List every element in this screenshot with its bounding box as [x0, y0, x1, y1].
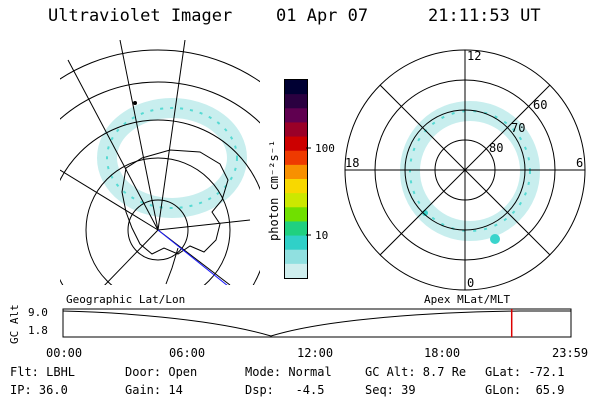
geo-lat-circle — [60, 49, 260, 83]
geo-meridian — [119, 40, 159, 231]
track-yaxis-label: GC Alt — [8, 304, 21, 344]
oval-bright-spot — [490, 234, 500, 244]
mlt-label-12: 12 — [467, 49, 481, 63]
geo-meridian — [104, 229, 159, 285]
apex-polar-plot: 12 18 6 0 60 70 80 — [344, 49, 586, 291]
colorbar-tick-label-10: 10 — [315, 229, 328, 242]
track-frame — [62, 308, 572, 338]
geographic-auroral-image — [60, 40, 260, 285]
info-mode: Mode: Normal — [245, 365, 332, 379]
colorbar-band — [285, 193, 307, 208]
colorbar-band — [285, 249, 307, 265]
geo-meridian — [67, 59, 159, 231]
colorbar-band — [285, 122, 307, 138]
intensity-colorbar — [284, 79, 308, 279]
lat-label-60: 60 — [533, 98, 547, 112]
info-ip: IP: 36.0 — [10, 383, 68, 397]
orbit-altitude-track — [62, 308, 572, 338]
ytick-1-8: 1.8 — [28, 324, 48, 337]
info-glat: GLat: -72.1 — [485, 365, 565, 379]
lat-label-80: 80 — [489, 141, 503, 155]
xtick-1200: 12:00 — [297, 346, 334, 360]
info-gain: Gain: 14 — [125, 383, 183, 397]
geo-lat-circle — [85, 157, 231, 285]
colorbar-tick-label-100: 100 — [315, 142, 335, 155]
colorbar-band — [285, 136, 307, 152]
colorbar-band — [285, 150, 307, 166]
ice-shelf-line — [165, 247, 179, 285]
geo-meridian — [157, 219, 251, 231]
colorbar-band — [285, 221, 307, 237]
colorbar-band — [285, 207, 307, 222]
antarctica-coastline — [121, 149, 229, 255]
colorbar-band — [285, 108, 307, 123]
satellite-position-dot — [133, 101, 137, 105]
image-time: 21:11:53 UT — [428, 6, 541, 26]
instrument-title: Ultraviolet Imager — [48, 6, 233, 26]
svg-text:photon cm⁻²s⁻¹: photon cm⁻²s⁻¹ — [267, 140, 281, 241]
xtick-0600: 06:00 — [169, 346, 206, 360]
info-dsp: Dsp: -4.5 — [245, 383, 325, 397]
colorbar-band — [285, 164, 307, 180]
xtick-2359: 23:59 — [552, 346, 589, 360]
xtick-0000: 00:00 — [46, 346, 83, 360]
info-gc-alt: GC Alt: 8.7 Re — [365, 365, 467, 379]
mlt-label-0: 0 — [467, 276, 474, 290]
geo-lat-circle — [127, 199, 189, 261]
info-door: Door: Open — [125, 365, 198, 379]
colorbar-unit-label: photon cm⁻²s⁻¹ — [267, 140, 281, 241]
image-date: 01 Apr 07 — [276, 6, 369, 26]
mlt-label-18: 18 — [345, 156, 359, 170]
svg-text:GC Alt: GC Alt — [8, 304, 21, 344]
lat-label-70: 70 — [511, 121, 525, 135]
mlt-label-6: 6 — [576, 156, 583, 170]
geo-meridian — [157, 40, 186, 231]
info-seq: Seq: 39 — [365, 383, 416, 397]
apex-label: Apex MLat/MLT — [424, 293, 511, 306]
colorbar-band — [285, 94, 307, 109]
info-filter: Flt: LBHL — [10, 365, 76, 379]
geo-lat-circle — [60, 119, 260, 285]
colorbar-band — [285, 80, 307, 95]
colorbar-band — [285, 179, 307, 194]
ytick-9: 9.0 — [28, 306, 48, 319]
colorbar-band — [285, 235, 307, 251]
xtick-1800: 18:00 — [424, 346, 461, 360]
geo-meridian — [60, 169, 159, 231]
info-glon: GLon: 65.9 — [485, 383, 565, 397]
altitude-curve — [62, 310, 571, 337]
satellite-track — [157, 229, 228, 285]
polar-diagonal — [379, 84, 551, 256]
colorbar-band — [285, 263, 307, 278]
colorbar-ticks: 100 10 — [306, 142, 335, 242]
geographic-label: Geographic Lat/Lon — [66, 293, 186, 306]
geo-lat-circle — [60, 81, 260, 124]
